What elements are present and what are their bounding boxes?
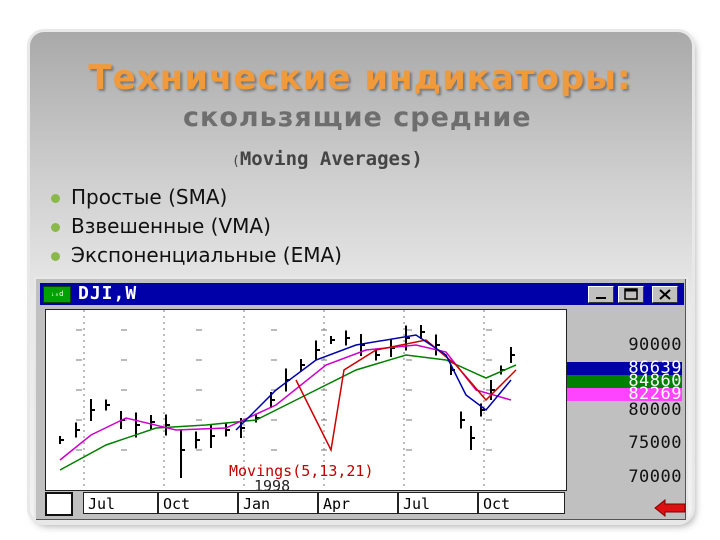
chart-canvas xyxy=(59,310,517,490)
time-axis: Jul Oct Jan Apr Jul Oct xyxy=(45,492,565,516)
chart-window: ᵢₙd DJI,W Movings(5,13,21) 1998 90000 866… xyxy=(34,277,688,522)
ema-line xyxy=(59,354,517,471)
bullet-text: Экспоненциальные (EMA) xyxy=(71,243,342,267)
study-label: Movings(5,13,21) xyxy=(229,462,374,480)
maximize-icon xyxy=(624,288,638,300)
price-label: 90000 xyxy=(628,335,682,355)
vma-line xyxy=(295,339,517,453)
moving-averages-text: Moving Averages) xyxy=(239,148,423,170)
bullet-dot-icon xyxy=(51,194,60,203)
paren-open: ( xyxy=(232,154,240,169)
price-label: 82269 xyxy=(567,386,682,403)
bullet-item-sma: Простые (SMA) xyxy=(51,183,342,212)
slide-title: Технические индикаторы: xyxy=(88,58,632,98)
bullet-text: Простые (SMA) xyxy=(71,185,228,209)
minimize-icon xyxy=(596,297,606,299)
minimize-button[interactable] xyxy=(588,286,614,303)
price-label: 70000 xyxy=(628,467,682,487)
window-titlebar[interactable]: ᵢₙd DJI,W xyxy=(40,283,684,305)
bullet-item-vma: Взвешенные (VMA) xyxy=(51,212,342,241)
month-label: Oct xyxy=(478,492,565,514)
sma-line xyxy=(59,344,512,461)
bullet-text: Взвешенные (VMA) xyxy=(71,214,271,238)
slide-subtitle: скользящие средние xyxy=(183,102,532,133)
month-label: Jul xyxy=(83,492,158,514)
price-label: 86639 xyxy=(567,360,682,377)
price-label: 80000 xyxy=(628,400,682,420)
bullet-list: Простые (SMA) Взвешенные (VMA) Экспоненц… xyxy=(51,183,342,270)
price-scale: 90000 86639 84860 82269 80000 75000 70000 xyxy=(567,309,682,489)
price-label: 75000 xyxy=(628,433,682,453)
close-icon xyxy=(659,289,671,300)
month-label: Apr xyxy=(318,492,398,514)
month-label: Jul xyxy=(398,492,478,514)
corner-box[interactable] xyxy=(45,492,73,516)
app-icon-text: ᵢₙd xyxy=(50,290,64,298)
maximize-button[interactable] xyxy=(618,286,644,303)
slide-subsubtitle: (Moving Averages) xyxy=(232,148,423,170)
price-label: 84860 xyxy=(567,373,682,390)
close-button[interactable] xyxy=(652,286,678,303)
bullet-item-ema: Экспоненциальные (EMA) xyxy=(51,241,342,270)
month-label: Oct xyxy=(158,492,238,514)
bullet-dot-icon xyxy=(51,223,60,232)
year-label: 1998 xyxy=(254,477,291,495)
trend-line xyxy=(235,334,512,431)
red-arrow-icon[interactable] xyxy=(654,499,686,517)
month-label: Jan xyxy=(238,492,318,514)
price-chart[interactable]: Movings(5,13,21) 1998 xyxy=(45,309,567,495)
bullet-dot-icon xyxy=(51,252,60,261)
window-title: DJI,W xyxy=(78,283,138,304)
app-icon[interactable]: ᵢₙd xyxy=(43,286,71,303)
